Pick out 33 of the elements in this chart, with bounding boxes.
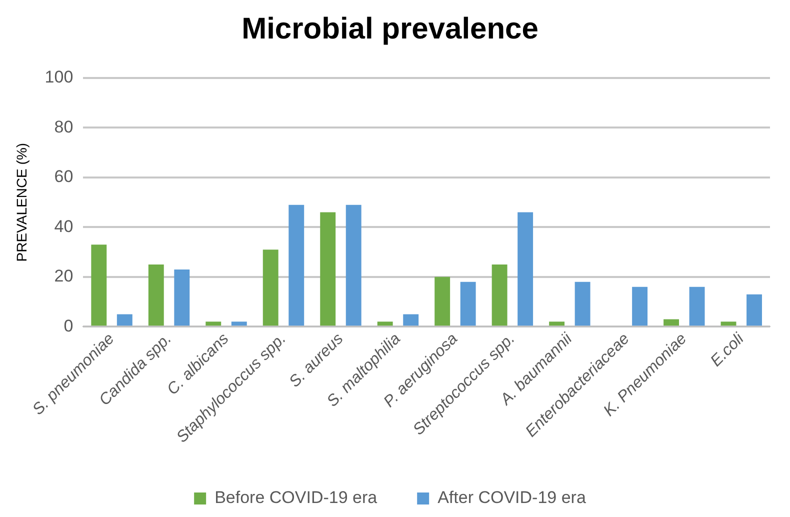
bar <box>689 286 705 326</box>
bar <box>460 282 476 326</box>
bar <box>262 250 278 326</box>
bar <box>231 322 247 326</box>
bar <box>346 204 362 326</box>
legend-label: Before COVID-19 era <box>214 488 378 508</box>
bar <box>746 294 762 326</box>
y-tick-label: 100 <box>44 68 74 87</box>
chart-title: Microbial prevalence <box>242 12 538 46</box>
y-tick-label: 80 <box>54 117 74 136</box>
y-tick-label: 60 <box>54 167 74 186</box>
bar <box>148 264 164 326</box>
bar <box>664 319 679 326</box>
bar <box>377 322 393 326</box>
y-tick-label: 20 <box>54 266 74 286</box>
bar <box>518 212 534 326</box>
bar <box>174 269 190 326</box>
bar <box>574 282 590 326</box>
bar <box>116 314 132 326</box>
bar <box>434 276 450 326</box>
bar <box>91 244 107 326</box>
y-axis-title: PREVALENCE (%) <box>13 142 30 262</box>
legend-label: After COVID-19 era <box>438 488 586 508</box>
bar <box>288 204 304 326</box>
bar <box>320 212 336 326</box>
bar <box>632 286 648 326</box>
bar <box>206 322 222 326</box>
y-tick-label: 40 <box>54 216 74 236</box>
bar <box>549 322 565 326</box>
bar <box>403 314 419 326</box>
bar <box>492 264 508 326</box>
y-tick-label: 0 <box>64 316 74 336</box>
bar <box>720 322 736 326</box>
